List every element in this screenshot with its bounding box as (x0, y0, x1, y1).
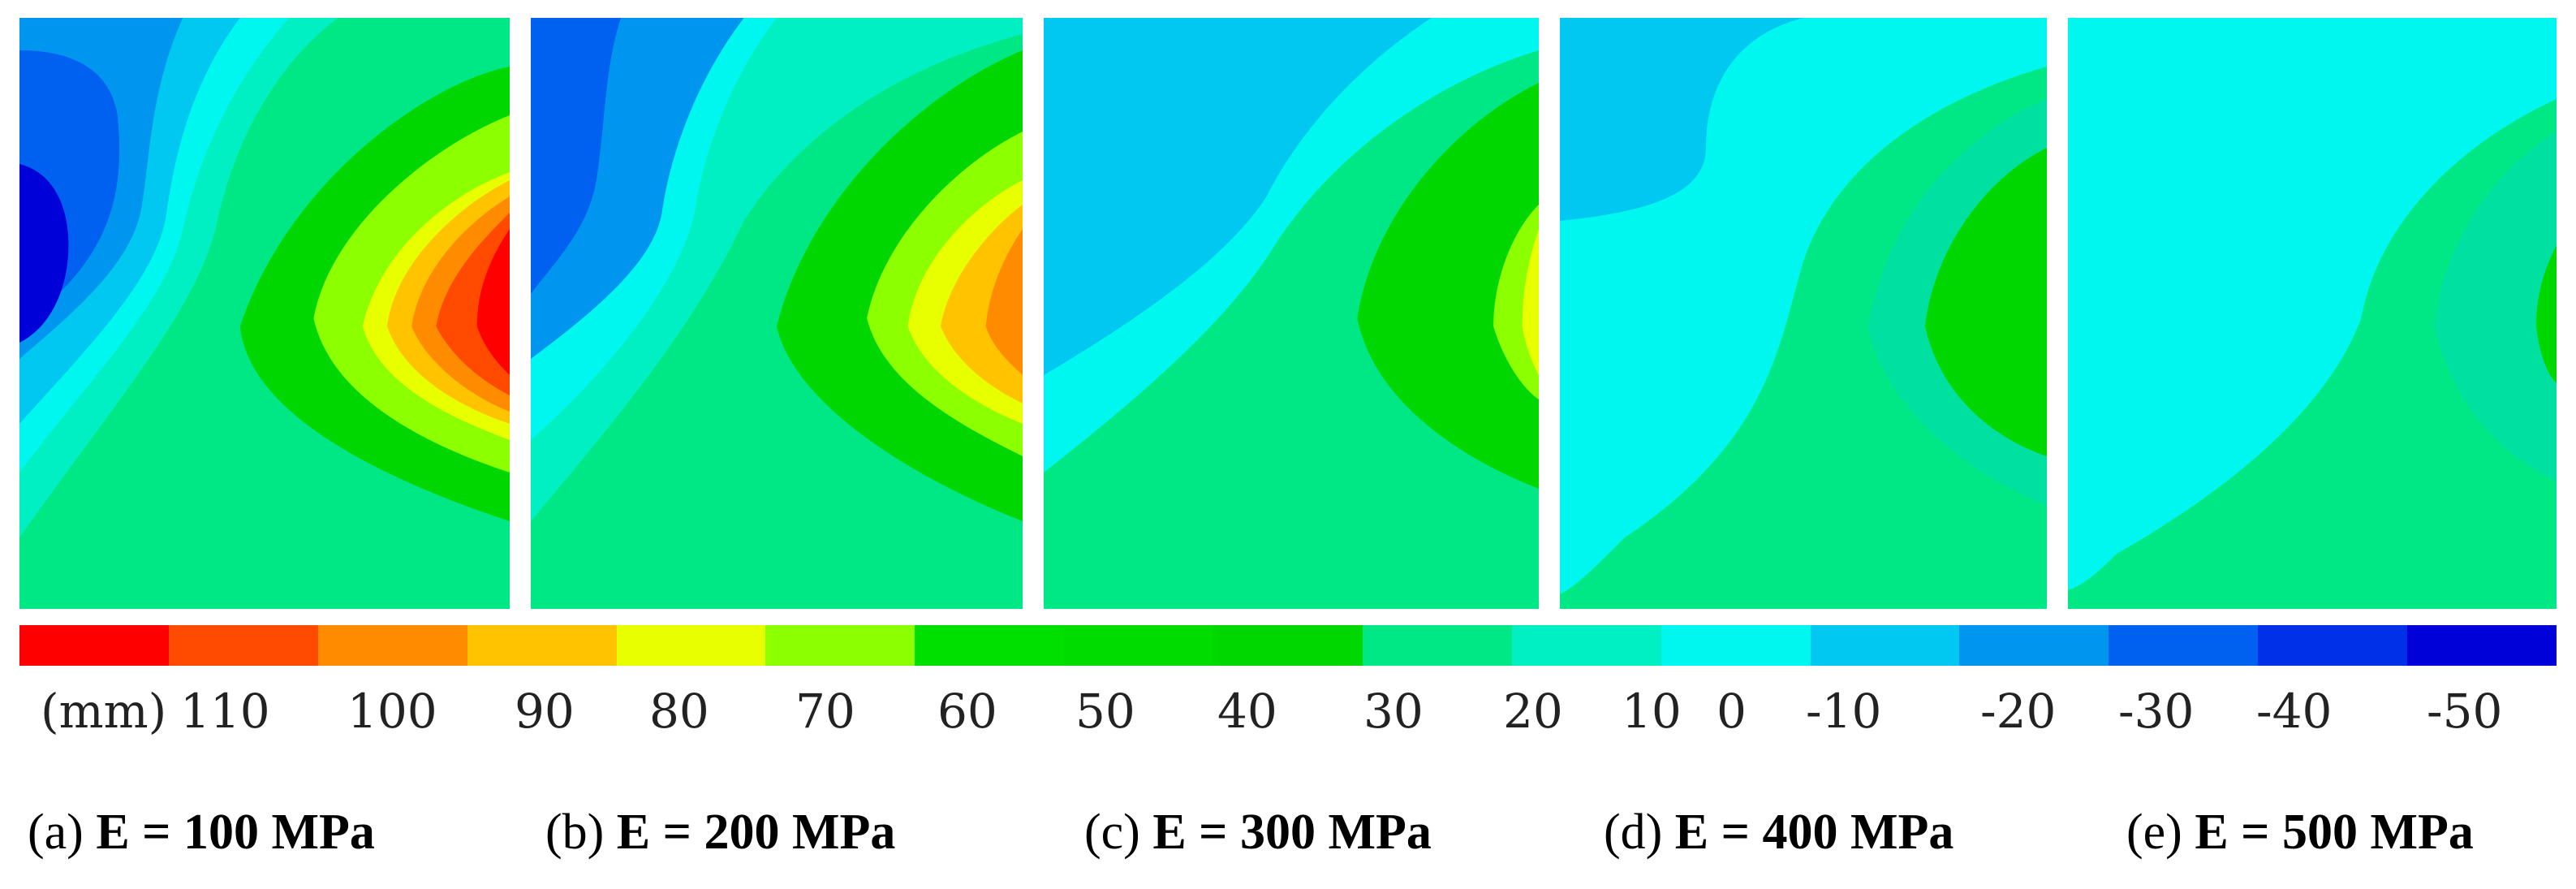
colorbar-tick: 70 (795, 684, 855, 739)
colorbar-swatch (616, 625, 766, 666)
caption-a: (a) E = 100 MPa (28, 804, 375, 861)
caption-label: E = 400 MPa (1674, 805, 1954, 860)
contour-plot-e (2068, 18, 2557, 609)
caption-d: (d) E = 400 MPa (1604, 804, 1954, 861)
colorbar-tick: 10 (1622, 684, 1682, 739)
contour-plot-d (1560, 18, 2047, 609)
colorbar-swatch (168, 625, 318, 666)
colorbar-tick: 40 (1217, 684, 1277, 739)
colorbar-swatch (765, 625, 915, 666)
contour-plot-b (531, 18, 1023, 609)
caption-tag: (e) (2126, 805, 2182, 860)
contour-panel-e (2068, 18, 2557, 609)
contour-plot-a (19, 18, 510, 609)
colorbar-tick: -30 (2118, 684, 2195, 739)
caption-e: (e) E = 500 MPa (2126, 804, 2474, 861)
colorbar-swatch (2109, 625, 2259, 666)
colorbar-tick: 20 (1503, 684, 1563, 739)
colorbar-tick: 0 (1717, 684, 1747, 739)
contour-plot-c (1044, 18, 1539, 609)
colorbar-tick: 110 (180, 684, 270, 739)
colorbar-swatch (19, 625, 169, 666)
colorbar-swatch (2407, 625, 2557, 666)
contour-panel-b (531, 18, 1023, 609)
colorbar-swatch (1661, 625, 1811, 666)
colorbar-tick: 30 (1363, 684, 1424, 739)
caption-tag: (d) (1604, 805, 1663, 860)
contour-panel-a (19, 18, 510, 609)
colorbar-swatch (1064, 625, 1213, 666)
colorbar-tick: -20 (1980, 684, 2057, 739)
colorbar-tick: 90 (515, 684, 575, 739)
colorbar-tick: 50 (1075, 684, 1135, 739)
colorbar (19, 625, 2557, 666)
caption-b: (b) E = 200 MPa (545, 804, 895, 861)
colorbar-swatch (915, 625, 1065, 666)
caption-tag: (a) (28, 805, 84, 860)
colorbar-tick: 100 (347, 684, 437, 739)
colorbar-tick: 60 (937, 684, 997, 739)
colorbar-tick: -40 (2256, 684, 2333, 739)
caption-c: (c) E = 300 MPa (1084, 804, 1432, 861)
caption-label: E = 200 MPa (616, 805, 896, 860)
caption-label: E = 500 MPa (2195, 805, 2474, 860)
colorbar-tick: 80 (649, 684, 709, 739)
colorbar-swatch (1511, 625, 1661, 666)
colorbar-tick: -50 (2427, 684, 2503, 739)
colorbar-swatch (1959, 625, 2109, 666)
colorbar-unit-label: (mm) (41, 684, 167, 739)
caption-tag: (b) (545, 805, 605, 860)
caption-tag: (c) (1084, 805, 1140, 860)
caption-label: E = 300 MPa (1152, 805, 1432, 860)
colorbar-swatch (1810, 625, 1960, 666)
colorbar-swatch (2258, 625, 2407, 666)
colorbar-swatch (317, 625, 467, 666)
colorbar-swatch (1362, 625, 1512, 666)
contour-panel-d (1560, 18, 2047, 609)
caption-label: E = 100 MPa (96, 805, 375, 860)
colorbar-swatch (467, 625, 617, 666)
colorbar-tick: -10 (1806, 684, 1882, 739)
contour-panel-c (1044, 18, 1539, 609)
colorbar-swatch (1213, 625, 1363, 666)
